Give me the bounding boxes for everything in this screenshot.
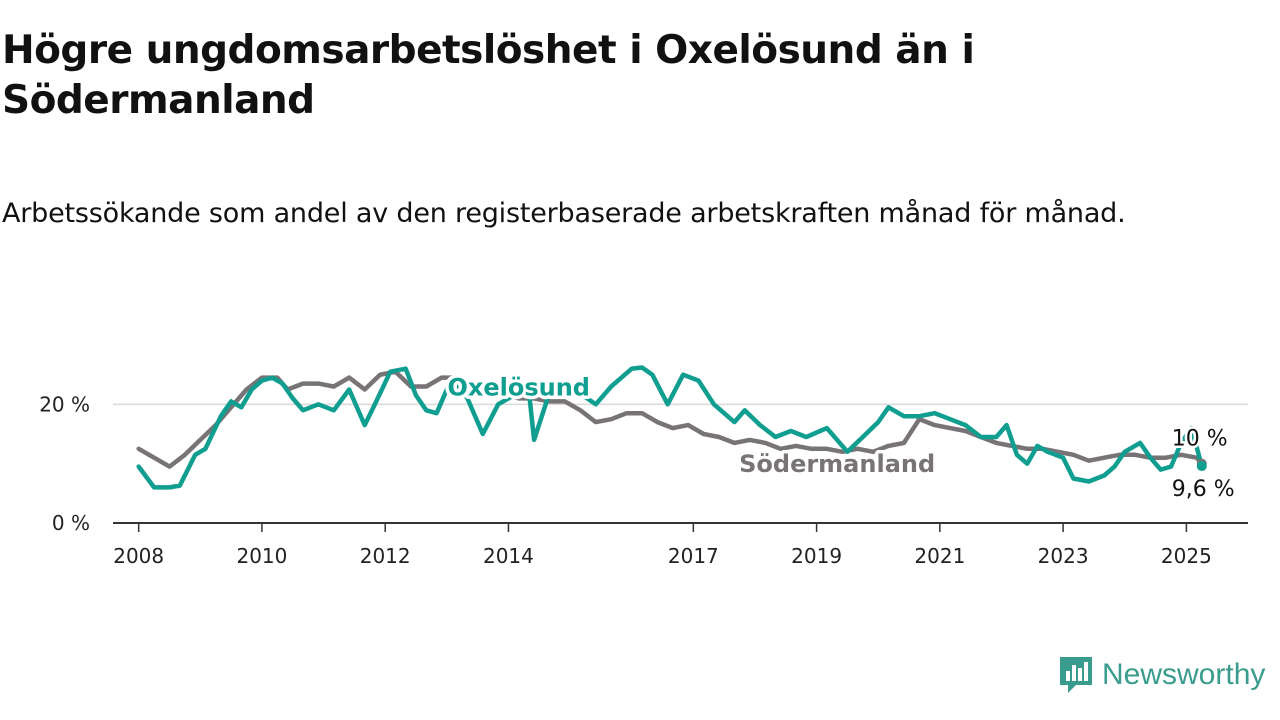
x-tick-label: 2021 bbox=[914, 544, 965, 568]
chart-axes: 0 % 20 % 2008 2010 2012 2014 2017 2019 2021 2023 2… bbox=[39, 392, 1248, 568]
end-value-label: 10 % bbox=[1172, 427, 1228, 452]
x-tick-label: 2008 bbox=[113, 544, 164, 568]
chart-labels: Oxelösund Södermanland 10 % 9,6 % bbox=[444, 370, 1237, 505]
x-tick-label: 2012 bbox=[360, 544, 411, 568]
y-tick-label: 20 % bbox=[39, 392, 90, 416]
x-tick-label: 2010 bbox=[236, 544, 287, 568]
series-label: Oxelösund bbox=[447, 373, 590, 401]
x-tick-label: 2019 bbox=[791, 544, 842, 568]
series-line-s-dermanland bbox=[136, 369, 1205, 469]
series-line-oxel-sund bbox=[136, 365, 1205, 490]
y-tick-label: 0 % bbox=[52, 511, 90, 535]
newsworthy-brand: Newsworthy bbox=[1058, 654, 1265, 696]
chart-subtitle: Arbetssökande som andel av den registerb… bbox=[2, 198, 1126, 229]
newsworthy-logo-icon bbox=[1060, 657, 1092, 693]
end-point-dot bbox=[1196, 461, 1207, 472]
x-tick-label: 2025 bbox=[1161, 544, 1212, 568]
x-tick-label: 2014 bbox=[483, 544, 534, 568]
series-label: Södermanland bbox=[739, 450, 935, 478]
end-value-label: 9,6 % bbox=[1172, 477, 1235, 502]
x-tick-label: 2023 bbox=[1038, 544, 1089, 568]
chart-series bbox=[136, 365, 1207, 490]
chart-title: Högre ungdomsarbetslöshet i Oxelösund än… bbox=[2, 28, 975, 123]
x-tick-label: 2017 bbox=[668, 544, 719, 568]
brand-name: Newsworthy bbox=[1102, 658, 1266, 691]
